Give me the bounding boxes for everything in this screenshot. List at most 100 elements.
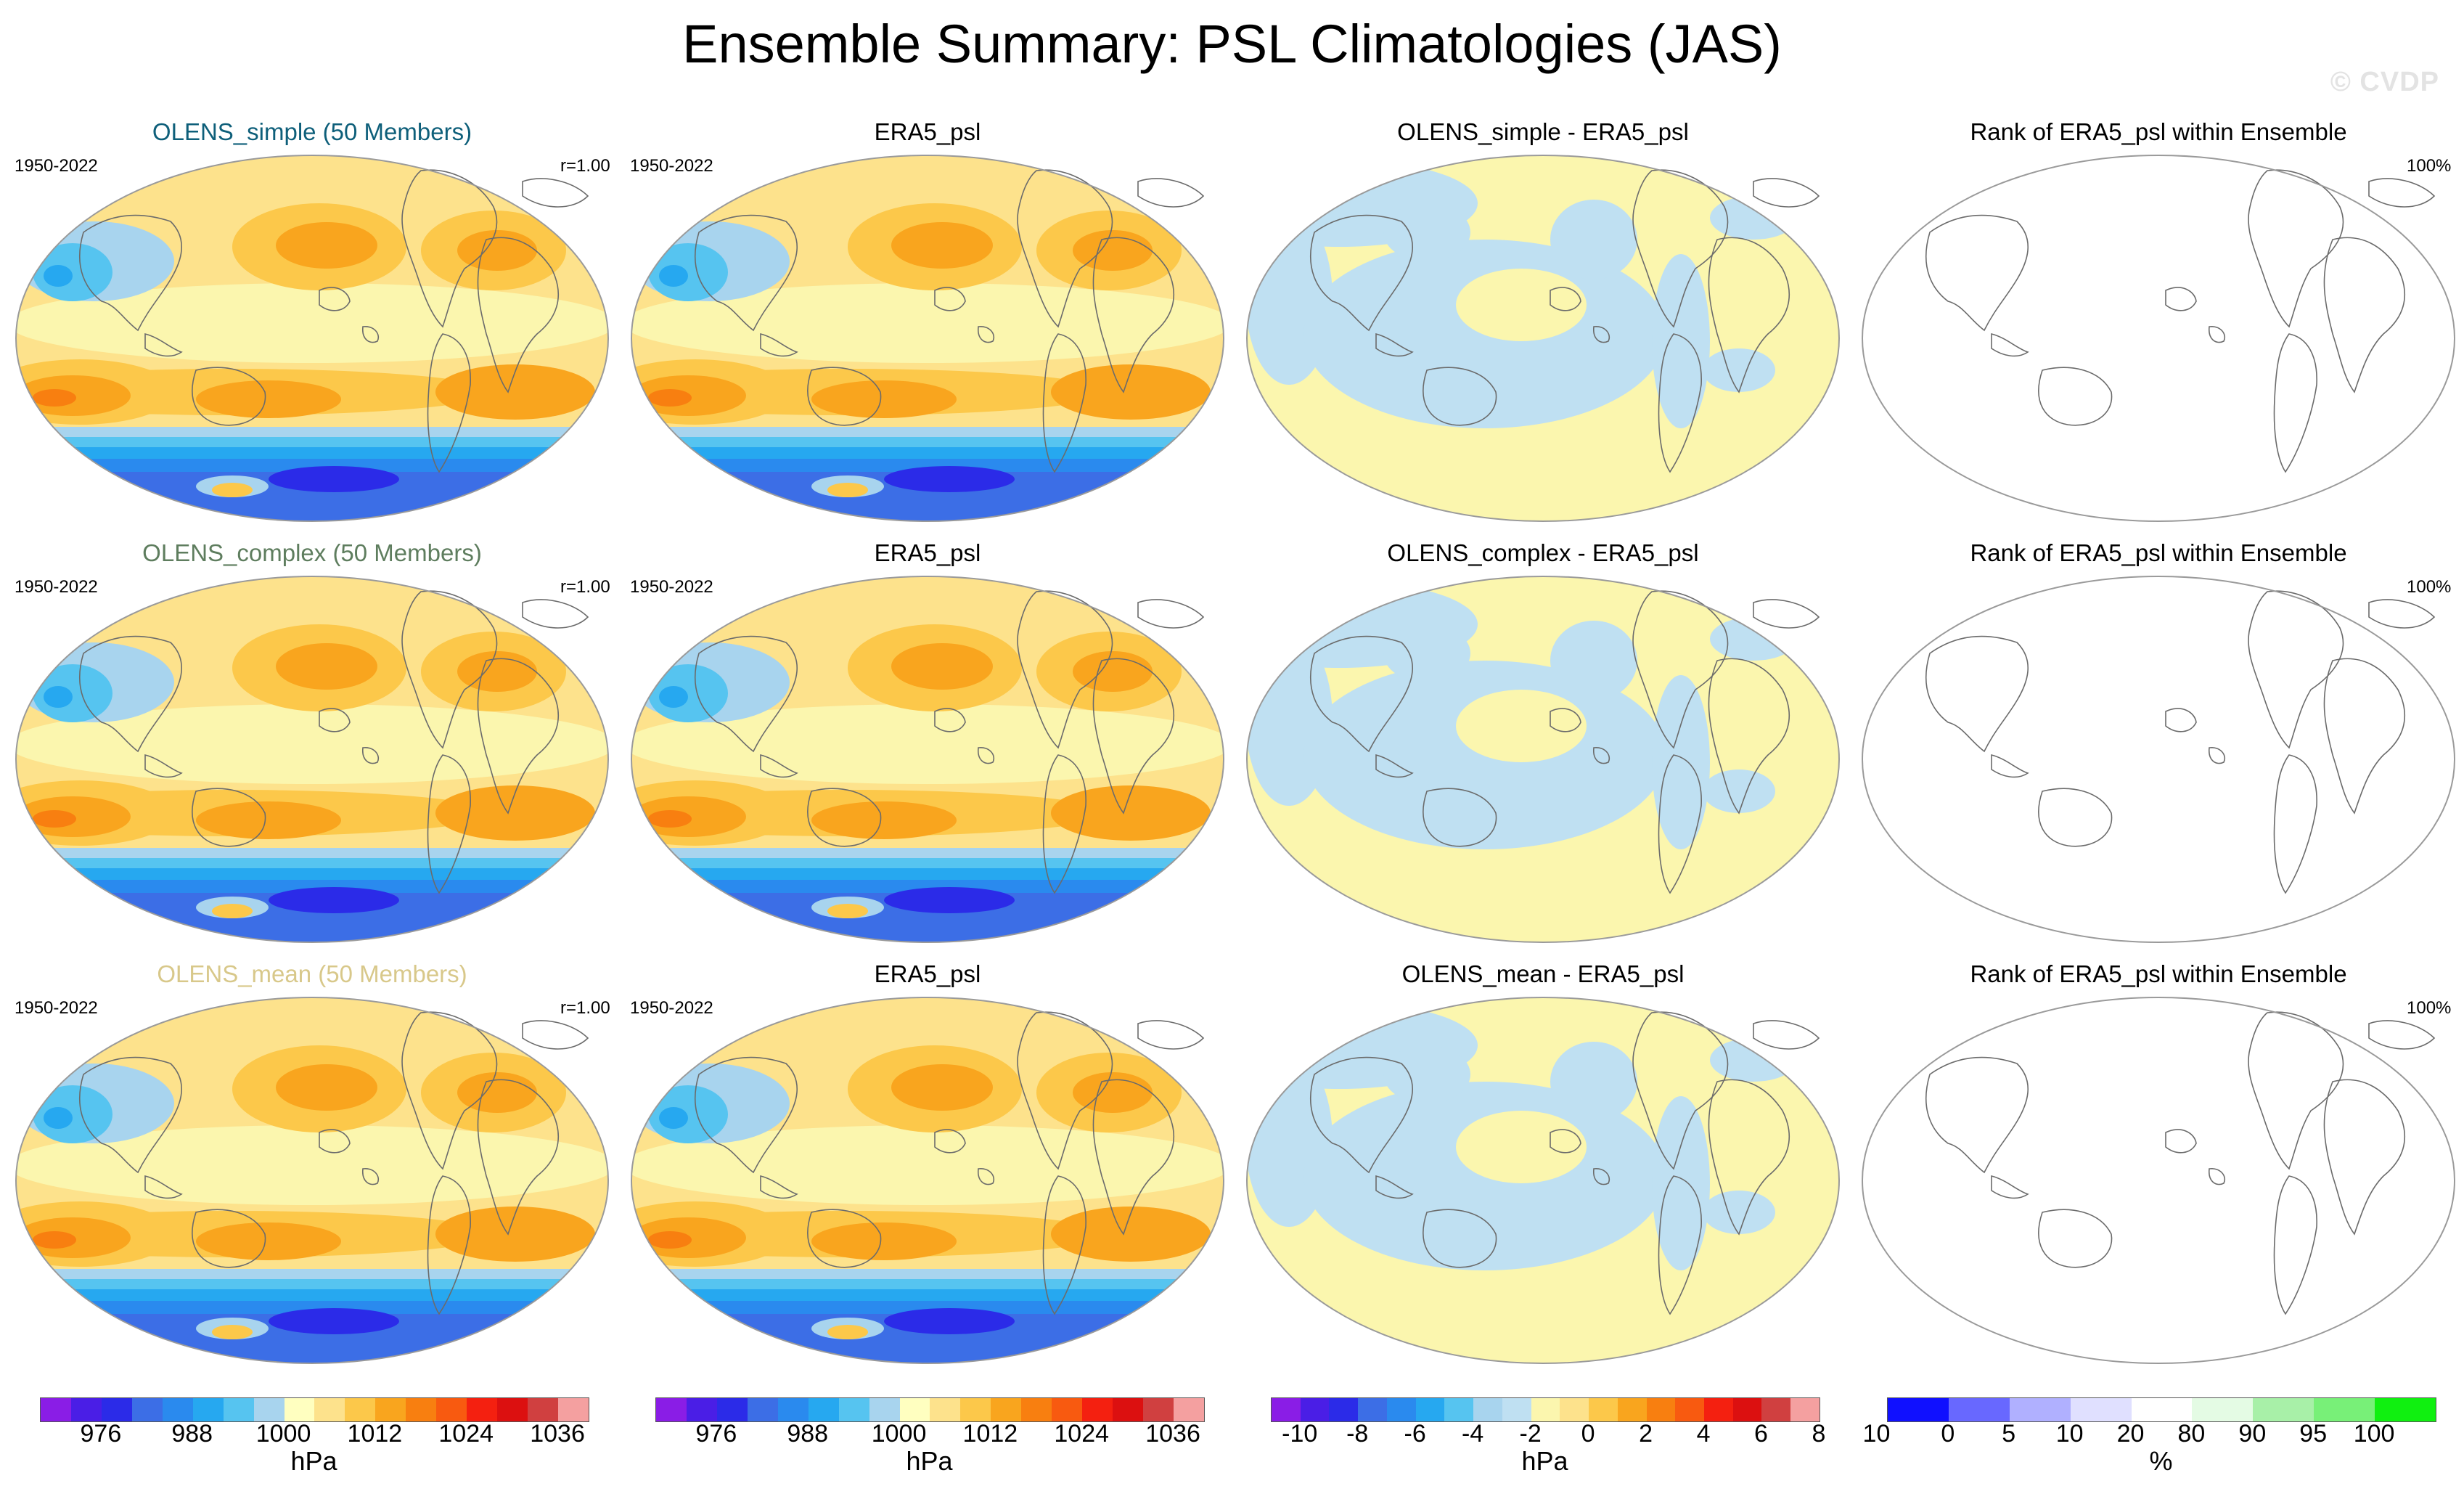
coastline — [1658, 1175, 1702, 1315]
colorbar-swatch — [1021, 1398, 1052, 1421]
panel-title-rank: Rank of ERA5_psl within Ensemble — [1970, 960, 2347, 987]
coastline — [1423, 1209, 1497, 1268]
colorbar-swatch — [1143, 1398, 1174, 1421]
colorbar-swatch — [1502, 1398, 1531, 1421]
coastline — [1137, 599, 1205, 629]
coastline — [2165, 708, 2197, 732]
coastline — [1017, 1011, 1113, 1170]
coastline — [1991, 332, 2029, 357]
colorbar-swatch — [1732, 1398, 1762, 1421]
coastline — [522, 1020, 589, 1050]
coastline — [401, 590, 498, 749]
coastline — [2323, 237, 2405, 393]
coastline — [427, 1175, 471, 1315]
map-ensemble — [15, 155, 609, 522]
coastline — [1017, 590, 1113, 749]
coastline — [978, 747, 994, 764]
colorbar-swatch — [2070, 1398, 2132, 1421]
colorbar-swatch — [1300, 1398, 1330, 1421]
colorbar-swatch — [1531, 1398, 1560, 1421]
colorbar-swatch — [1082, 1398, 1113, 1421]
coastline — [2248, 169, 2344, 328]
colorbar-swatch — [1560, 1398, 1589, 1421]
colorbar-tick-label: 976 — [80, 1420, 122, 1448]
correlation-label: r=1.00 — [560, 998, 610, 1018]
coastline — [1658, 333, 1702, 473]
map-boundary — [15, 997, 609, 1364]
coastline — [2368, 599, 2436, 629]
colorbar-swatch — [2253, 1398, 2314, 1421]
coastline — [144, 332, 183, 357]
colorbar-tick-label: 1024 — [1054, 1420, 1110, 1448]
colorbar-swatch — [1052, 1398, 1083, 1421]
coastline — [1925, 1056, 2029, 1174]
colorbar-tick-label: 4 — [1696, 1420, 1711, 1448]
map-obs — [631, 576, 1224, 943]
panel-title-obs: ERA5_psl — [874, 960, 981, 987]
coastline — [695, 1056, 798, 1174]
coastline — [1092, 658, 1174, 815]
coastline — [2209, 747, 2225, 764]
colorbar-swatch — [991, 1398, 1022, 1421]
map-boundary — [1862, 997, 2455, 1364]
colorbar-swatch — [1675, 1398, 1705, 1421]
coastline — [2209, 326, 2225, 343]
coastline — [362, 747, 379, 764]
colorbar-swatch — [1617, 1398, 1647, 1421]
colorbar-swatch — [162, 1398, 193, 1421]
colorbar-tick-label: 1012 — [962, 1420, 1018, 1448]
percent-label: 100% — [2407, 156, 2452, 176]
colorbar-swatch — [1113, 1398, 1143, 1421]
colorbar-swatch — [2009, 1398, 2071, 1421]
coastline — [477, 237, 559, 393]
colorbar-swatch — [1329, 1398, 1359, 1421]
panel-title-ensemble: OLENS_simple (50 Members) — [152, 118, 472, 145]
colorbar-tick-label: -4 — [1462, 1420, 1484, 1448]
coastline — [934, 1129, 966, 1154]
panel-title-diff: OLENS_complex - ERA5_psl — [1387, 539, 1699, 566]
coastline — [1423, 367, 1497, 426]
colorbar-swatch — [1948, 1398, 2010, 1421]
coastline — [192, 1209, 266, 1268]
coastline — [1092, 237, 1174, 393]
coastline — [1632, 590, 1729, 749]
coastline — [1310, 1056, 1413, 1174]
colorbar-tick-label: 90 — [2238, 1420, 2267, 1448]
colorbar-tick-label: 95 — [2299, 1420, 2328, 1448]
colorbar-swatch — [2192, 1398, 2254, 1421]
coastline — [1550, 1129, 1581, 1154]
colorbar-swatch — [345, 1398, 376, 1421]
coastline — [1632, 169, 1729, 328]
colorbar-swatch — [1444, 1398, 1474, 1421]
coastline — [1042, 754, 1086, 894]
colorbar-swatch — [2131, 1398, 2193, 1421]
coastline — [1310, 214, 1413, 332]
coastline — [695, 214, 798, 332]
colorbar-tick-label: 1000 — [871, 1420, 927, 1448]
colorbar-swatch — [41, 1398, 71, 1421]
panel-title-diff: OLENS_mean - ERA5_psl — [1401, 960, 1685, 987]
colorbar-swatch — [656, 1398, 687, 1421]
colorbar-tick-label: 20 — [2116, 1420, 2145, 1448]
colorbar-tick-label: -6 — [1404, 1420, 1426, 1448]
colorbar-swatch — [716, 1398, 748, 1421]
colorbar-psl — [655, 1397, 1205, 1422]
colorbar-tick-label: 0 — [1581, 1420, 1595, 1448]
coastline — [319, 1129, 351, 1154]
colorbar-tick-label: 976 — [695, 1420, 737, 1448]
colorbar-swatch — [436, 1398, 467, 1421]
coastline — [695, 635, 798, 753]
map-diff — [1246, 576, 1840, 943]
years-label: 1950-2022 — [15, 156, 98, 176]
coastline — [978, 326, 994, 343]
colorbar-swatch — [314, 1398, 345, 1421]
map-ensemble — [15, 997, 609, 1364]
coastline — [522, 178, 589, 208]
map-boundary — [15, 576, 609, 943]
coastline — [144, 754, 183, 778]
coastline — [760, 332, 798, 357]
coastline — [1550, 708, 1581, 732]
coastline — [1017, 169, 1113, 328]
coastline — [2209, 1168, 2225, 1185]
coastline — [1092, 1079, 1174, 1236]
